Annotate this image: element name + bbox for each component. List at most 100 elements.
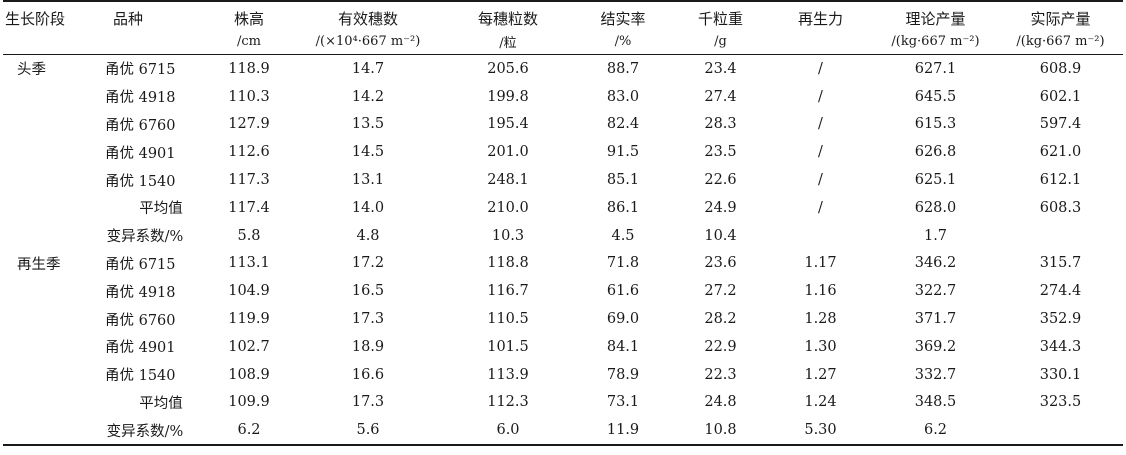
cell-grains: 112.3 [487,394,529,411]
header-tgw: 千粒重 [697,10,743,28]
cell-tgw: 23.6 [704,255,737,272]
table-bottom-rule [3,444,1123,447]
variety-label: 甬优 6760 [105,117,176,134]
cell-theory: 369.2 [914,338,957,355]
cell-tgw: 27.2 [704,283,737,300]
cell-seedset: 69.0 [606,311,640,328]
unit-stage [3,29,85,54]
cell-seedset: 4.5 [611,227,635,244]
variety-label: 甬优 6715 [105,256,176,273]
cell-panicles: 16.5 [351,283,385,300]
cell-actual: 330.1 [1039,366,1082,383]
cell-height: 108.9 [228,366,270,383]
header-grains: 每穗粒数 [477,10,538,28]
cell-theory: 627.1 [914,60,957,77]
cell-tgw: 24.8 [704,394,737,411]
cell-tgw: 23.4 [704,60,737,77]
cell-tgw: 28.2 [704,311,737,328]
cell-grains: 116.7 [487,283,529,300]
cell-height: 127.9 [228,116,270,133]
variety-label: 甬优 1540 [105,368,176,385]
cell-stage: 头季 [17,62,46,79]
cell-actual: 621.0 [1039,144,1082,161]
cell-stage [3,166,85,194]
unit-theory: /(kg·667 m⁻²) [891,34,980,49]
table-row: 甬优 1540 117.3 13.1 248.1 85.1 22.6 / 625.1 612.1 [3,166,1123,194]
cell-variety: 甬优 4901 [85,138,205,166]
cell-grains: 199.8 [487,88,529,105]
cell-actual: 608.9 [1039,60,1082,77]
cell-seedset: 84.1 [606,338,640,355]
cell-regen: 1.27 [804,366,837,383]
table-row: 变异系数/% 6.2 5.6 6.0 11.9 10.8 5.30 6.2 [3,416,1123,444]
variety-label: 甬优 4918 [105,284,176,301]
cell-tgw: 28.3 [704,116,737,133]
cell-seedset: 11.9 [606,422,640,439]
cell-tgw: 10.4 [704,227,737,244]
cell-regen [768,222,873,250]
variety-label: 变异系数/% [106,229,184,246]
header-variety: 品种 [113,10,144,28]
cell-height: 117.3 [228,172,270,189]
table-row: 再生季 甬优 6715 113.1 17.2 118.8 71.8 23.6 1.17 346.… [3,250,1123,278]
cell-theory: 628.0 [914,199,957,216]
cell-height: 117.4 [228,199,270,216]
cell-stage [3,333,85,361]
cell-theory: 625.1 [914,172,957,189]
cell-actual [998,416,1123,444]
cell-stage [3,277,85,305]
cell-seedset: 61.6 [606,283,640,300]
cell-seedset: 78.9 [606,366,640,383]
cell-height: 112.6 [228,144,270,161]
cell-seedset: 73.1 [606,394,640,411]
cell-grains: 113.9 [487,366,529,383]
cell-height: 118.9 [228,60,270,77]
table-body: 头季 甬优 6715 118.9 14.7 205.6 88.7 23.4/627.1 608… [3,55,1123,444]
unit-variety [85,29,205,54]
cell-height: 109.9 [228,394,270,411]
table-header-rule [3,54,1123,55]
cell-actual: 602.1 [1039,88,1082,105]
cell-variety: 甬优 4901 [85,333,205,361]
cell-variety: 变异系数/% [85,222,205,250]
cell-theory: 6.2 [923,422,948,439]
cell-tgw: 22.6 [704,172,737,189]
cell-theory: 645.5 [914,88,957,105]
unit-panicles: /(×10⁴·667 m⁻²) [315,34,421,49]
cell-variety: 甬优 6760 [85,305,205,333]
variety-label: 平均值 [139,201,183,218]
data-table: 生长阶段 品种 株高 有效穗数 每穗粒数 结实率 千粒重 再生力 理论产量 实际… [3,0,1123,447]
unit-actual: /(kg·667 m⁻²) [1016,34,1105,49]
cell-regen: 1.30 [804,338,837,355]
cell-regen: / [818,144,823,161]
cell-theory: 1.7 [923,227,948,244]
cell-variety: 甬优 6760 [85,111,205,139]
cell-grains: 6.0 [496,422,520,439]
cell-panicles: 4.8 [356,227,380,244]
cell-height: 119.9 [228,311,270,328]
cell-actual: 344.3 [1039,338,1082,355]
cell-panicles: 17.3 [351,394,385,411]
cell-theory: 626.8 [914,144,957,161]
cell-actual: 352.9 [1039,311,1082,328]
unit-regen [768,29,873,54]
variety-label: 甬优 6760 [105,312,176,329]
cell-height: 5.8 [237,227,261,244]
cell-variety: 平均值 [85,194,205,222]
cell-grains: 201.0 [487,144,529,161]
header-actual: 实际产量 [1030,10,1091,28]
cell-regen: / [818,60,823,77]
cell-regen: / [818,172,823,189]
table-row: 头季 甬优 6715 118.9 14.7 205.6 88.7 23.4 / 627.1 608… [3,55,1123,83]
cell-tgw: 23.5 [704,144,737,161]
cell-seedset: 91.5 [606,144,640,161]
cell-panicles: 13.1 [351,172,385,189]
variety-label: 平均值 [139,395,183,412]
cell-regen: / [818,88,823,105]
cell-height: 113.1 [228,255,270,272]
table-row: 甬优 6760 127.9 13.5 195.4 82.4 28.3 / 615.3 597.4 [3,111,1123,139]
variety-label: 甬优 4901 [105,145,176,162]
cell-actual: 274.4 [1039,283,1082,300]
cell-seedset: 86.1 [606,199,640,216]
cell-seedset: 83.0 [606,88,640,105]
